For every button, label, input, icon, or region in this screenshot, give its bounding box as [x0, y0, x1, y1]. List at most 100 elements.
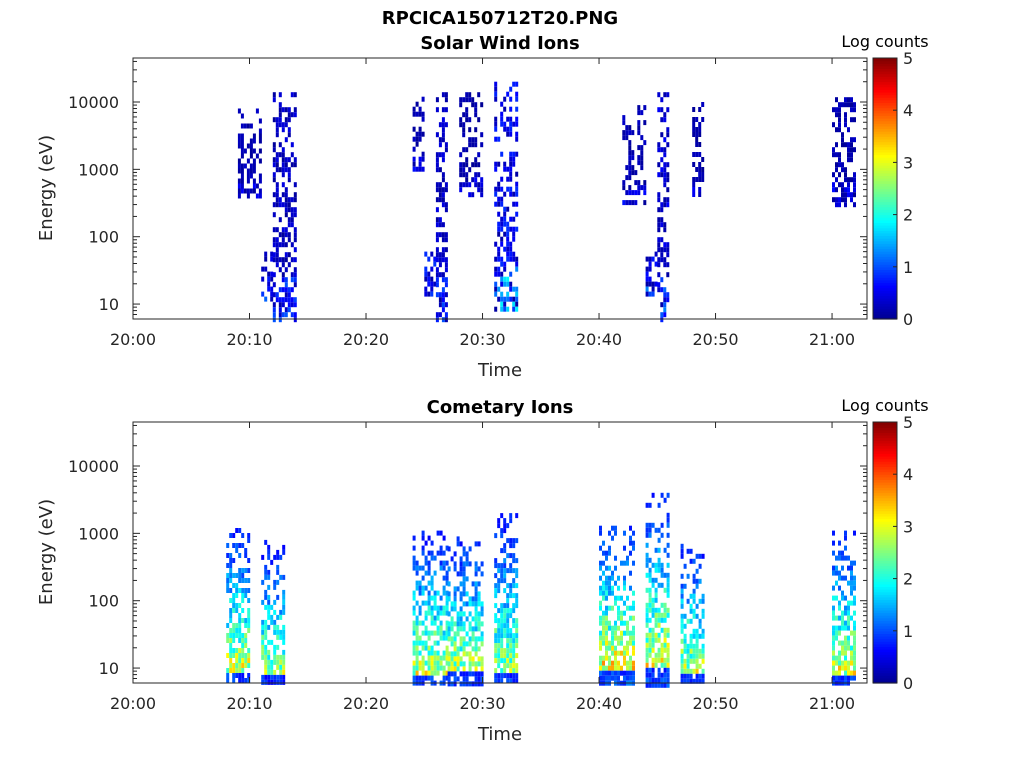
heatmap-cell — [503, 276, 507, 282]
heatmap-cell — [515, 171, 519, 177]
heatmap-cell — [599, 655, 602, 661]
heatmap-cell — [503, 558, 507, 564]
heatmap-cell — [287, 262, 291, 268]
colorbar-band — [873, 662, 897, 666]
heatmap-cell — [252, 163, 256, 169]
heatmap-cell — [832, 660, 835, 666]
heatmap-cell — [270, 664, 274, 670]
heatmap-cell — [494, 588, 498, 594]
heatmap-cell — [497, 161, 501, 167]
heatmap-cell — [480, 561, 484, 567]
heatmap-cell — [835, 127, 838, 133]
heatmap-cell — [835, 635, 838, 641]
colorbar-band — [873, 487, 897, 491]
colorbar-band — [873, 547, 897, 551]
heatmap-cell — [611, 535, 614, 541]
heatmap-cell — [287, 177, 291, 183]
heatmap-cell — [287, 197, 291, 203]
heatmap-cell — [438, 252, 442, 258]
heatmap-cell — [412, 156, 416, 162]
heatmap-cell — [465, 561, 469, 567]
heatmap-cell — [503, 296, 507, 302]
heatmap-cell — [838, 655, 841, 661]
heatmap-cell — [439, 655, 443, 661]
heatmap-cell — [480, 182, 484, 188]
heatmap-cell — [258, 138, 262, 144]
heatmap-cell — [293, 302, 297, 308]
heatmap-cell — [441, 287, 445, 293]
heatmap-cell — [835, 655, 838, 661]
colorbar-band — [873, 235, 897, 239]
heatmap-cell — [500, 261, 504, 267]
heatmap-cell — [663, 497, 667, 503]
colorbar-band — [873, 279, 897, 284]
heatmap-cell — [695, 643, 699, 649]
heatmap-cell — [290, 112, 294, 118]
heatmap-cell — [599, 645, 602, 651]
heatmap-cell — [229, 628, 233, 633]
heatmap-cell — [442, 560, 446, 566]
heatmap-cell — [465, 641, 469, 647]
heatmap-cell — [497, 588, 501, 594]
heatmap-cell — [657, 237, 661, 243]
heatmap-cell — [459, 102, 463, 108]
heatmap-cell — [832, 187, 835, 193]
heatmap-cell — [430, 281, 434, 287]
heatmap-cell — [692, 162, 696, 167]
heatmap-cell — [480, 606, 484, 612]
heatmap-cell — [654, 637, 658, 643]
heatmap-cell — [651, 662, 655, 668]
heatmap-cell — [421, 585, 425, 591]
heatmap-cell — [654, 607, 658, 613]
colorbar-band — [873, 201, 897, 205]
heatmap-cell — [261, 554, 265, 560]
heatmap-cell — [270, 276, 274, 282]
heatmap-cell — [509, 176, 513, 182]
heatmap-cell — [240, 148, 244, 154]
heatmap-cell — [418, 660, 422, 666]
heatmap-cell — [272, 157, 276, 163]
heatmap-cell — [506, 251, 510, 257]
heatmap-cell — [500, 678, 504, 684]
heatmap-cell — [853, 585, 856, 591]
heatmap-cell — [605, 665, 608, 671]
heatmap-cell — [608, 530, 611, 536]
heatmap-cell — [435, 237, 439, 243]
heatmap-cell — [438, 222, 442, 228]
heatmap-cell — [666, 572, 670, 578]
heatmap-cell — [243, 163, 247, 169]
heatmap-cell — [272, 192, 276, 198]
heatmap-cell — [462, 127, 466, 133]
heatmap-cell — [503, 246, 507, 252]
heatmap-cell — [436, 550, 440, 556]
colorbar-band — [873, 222, 897, 226]
heatmap-cell — [438, 167, 442, 173]
colorbar-band — [873, 455, 897, 460]
heatmap-cell — [229, 658, 233, 663]
heatmap-cell — [645, 562, 649, 568]
heatmap-cell — [468, 546, 472, 552]
heatmap-cell — [695, 603, 699, 609]
heatmap-cell — [844, 605, 847, 611]
heatmap-cell — [459, 641, 463, 647]
heatmap-cell — [480, 192, 484, 198]
heatmap-cell — [445, 600, 449, 606]
heatmap-cell — [506, 226, 510, 232]
colorbar-band — [873, 437, 897, 441]
heatmap-cell — [418, 166, 422, 172]
heatmap-cell — [853, 187, 856, 193]
heatmap-cell — [666, 592, 670, 598]
heatmap-cell — [599, 525, 602, 531]
heatmap-cell — [634, 190, 638, 196]
heatmap-cell — [503, 673, 507, 679]
heatmap-cell — [689, 678, 693, 684]
heatmap-cell — [626, 625, 629, 631]
heatmap-cell — [267, 574, 271, 580]
heatmap-cell — [651, 667, 655, 673]
heatmap-cell — [474, 611, 478, 617]
heatmap-cell — [515, 593, 519, 599]
heatmap-cell — [623, 610, 626, 616]
heatmap-cell — [290, 162, 294, 168]
heatmap-cell — [275, 237, 279, 243]
heatmap-cell — [456, 611, 460, 617]
